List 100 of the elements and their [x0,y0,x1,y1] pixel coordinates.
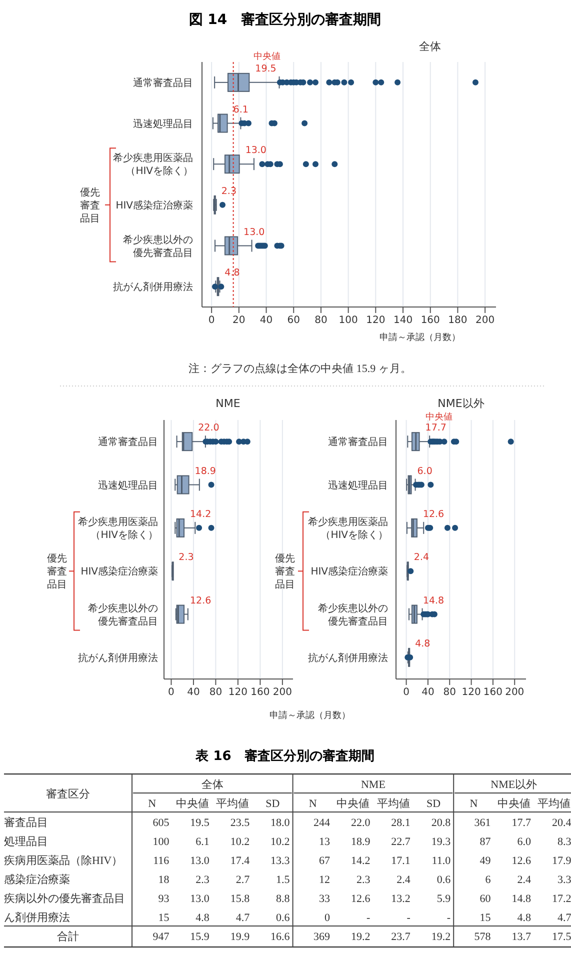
x-tick-label: 80 [314,315,328,326]
text: 23.7 [391,931,410,943]
text: 6.1 [233,104,248,116]
text: 93 [158,893,170,905]
y-tick-label: 希少疾患用医薬品（HIVを除く） [113,152,193,178]
text: NME [360,779,386,791]
text: 19.5 [190,817,210,829]
y-tick-label: 通常審査品目 [328,436,388,448]
text: 17.1 [391,855,410,867]
text: 全体 [201,779,224,791]
text: 17.7 [512,817,531,829]
text: 10.2 [270,836,290,848]
text: 12.6 [190,595,212,606]
text: 0.6 [276,912,290,924]
text: 5.9 [436,893,451,905]
text: 18 [158,874,170,886]
text: 15.9 [190,931,210,943]
x-tick-label: 160 [420,315,440,326]
text: 17.9 [552,855,571,867]
category-label: 処理品目 [4,836,48,848]
category-label: 疾病以外の優先審査品目 [4,893,125,905]
x-tick-label: 200 [272,687,292,698]
text: 14.8 [512,893,531,905]
text: 8.3 [557,836,571,848]
x-tick-label: 40 [187,687,200,698]
text: 優先審査品目 [80,186,100,224]
text: 87 [480,836,491,848]
x-tick-label: 80 [209,687,222,698]
x-tick-label: 60 [287,315,300,326]
category-label: 疾病用医薬品（除HIV） [4,855,123,867]
text: 2.3 [178,552,194,564]
text: 優先審査品目 [47,552,67,591]
category-label: 中央値 [336,797,370,810]
text: 0.6 [436,874,451,886]
text: 13.0 [245,145,266,156]
y-tick-label: 抗がん剤併用療法 [113,281,193,294]
text: 4.7 [557,912,571,924]
x-tick-label: 20 [232,315,246,326]
category-label: 平均値 [216,798,249,810]
text: 49 [480,855,491,867]
text: NME以外 [490,778,538,791]
text: 13.0 [190,855,210,867]
text: 20.4 [552,817,571,829]
category-label: 平均値 [538,798,571,810]
text: 6.0 [417,466,432,477]
text: 12.6 [422,508,444,520]
x-tick-label: 100 [338,315,358,326]
text: 15 [480,912,491,924]
y-tick-label: 希少疾患用医薬品（HIVを除く） [78,516,158,541]
text: 13.2 [391,893,410,905]
text: 注：グラフの点線は全体の中央値 15.9 ヶ月。 [188,362,412,375]
x-tick-label: 120 [462,687,481,698]
text: 12.6 [350,893,370,905]
text: 17.5 [552,931,571,943]
category-label: N [308,798,317,810]
text: 6.1 [196,836,210,848]
text: 12.6 [512,855,531,867]
text: 17.4 [230,855,250,867]
category-label: 感染症治療薬 [4,874,70,886]
category-label: 中央値 [497,797,530,810]
text: - [366,912,370,924]
x-tick-label: 120 [366,315,386,326]
text: 2.3 [221,186,237,197]
text: 116 [153,855,170,867]
text: 369 [314,931,330,943]
text: 4.7 [236,912,250,924]
text: 22.7 [391,836,410,848]
text: 2.3 [196,874,210,886]
category-label: 中央値 [176,797,209,810]
text: 19.3 [431,836,451,848]
y-tick-label: 抗がん剤併用療法 [78,652,158,664]
text: 18.9 [350,836,370,848]
text: 6.0 [517,836,531,848]
x-tick-label: 0 [403,687,410,698]
annotation: 優先審査品目 [275,552,295,591]
x-tick-label: 160 [250,687,270,698]
y-tick-label: 迅速処理品目 [133,118,193,130]
y-tick-label: HIV感染症治療薬 [116,199,193,212]
text: 14.2 [190,508,212,520]
y-tick-label: HIV感染症治療薬 [310,566,388,578]
x-tick-label: 0 [208,315,215,326]
text: 2.4 [414,552,430,564]
category-label: SD [266,798,280,810]
text: 0 [324,912,330,924]
x-tick-label: 140 [393,315,413,326]
text: 18.0 [270,817,290,829]
category-label: ん剤併用療法 [4,912,70,924]
x-axis-title: 申請～承認（月数） [270,710,350,721]
text: 17.7 [425,422,446,434]
text: 3.3 [557,874,571,886]
text: 13.7 [512,931,531,943]
category-label: N [470,798,478,810]
text: 8.8 [276,893,290,905]
text: 4.8 [415,638,430,650]
text: 100 [152,836,170,848]
text: - [446,912,451,924]
text: 17.2 [552,893,571,905]
x-tick-label: 200 [505,687,524,698]
text: 578 [474,931,491,943]
text: 10.2 [230,836,250,848]
